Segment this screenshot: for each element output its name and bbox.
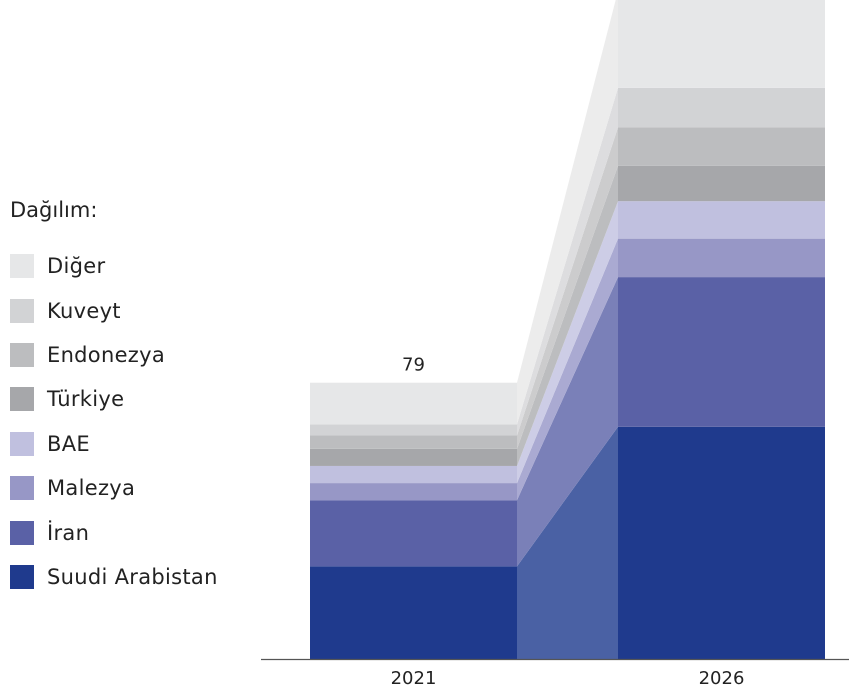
bar-diger-2026	[618, 0, 825, 88]
legend-label: BAE	[47, 431, 90, 456]
legend-swatch	[10, 342, 34, 367]
legend-label: Malezya	[47, 476, 136, 501]
band-diger	[517, 0, 618, 425]
bar-suudi-arabistan-2026	[618, 426, 825, 659]
bar-iran-2026	[618, 277, 825, 427]
legend-swatch	[10, 298, 34, 323]
legend-item-kuveyt: Kuveyt	[10, 288, 218, 332]
legend-label: Diğer	[47, 254, 106, 279]
bar-kuveyt-2021	[310, 424, 517, 436]
legend-label: İran	[47, 520, 90, 545]
legend-label: Kuveyt	[47, 298, 121, 323]
band-iran	[517, 277, 618, 567]
legend-swatch	[10, 387, 34, 412]
bar-diger-2021	[310, 382, 517, 425]
band-suudi-arabistan	[517, 426, 618, 659]
legend-swatch	[10, 431, 34, 456]
legend-label: Türkiye	[47, 387, 125, 412]
bar-iran-2021	[310, 500, 517, 567]
total-label-2021: 79	[402, 355, 425, 376]
x-tick-label-2026: 2026	[699, 668, 745, 689]
band-malezya	[517, 238, 618, 501]
legend-swatch	[10, 564, 34, 589]
bar-endonezya-2021	[310, 435, 517, 449]
legend-item-turkiye: Türkiye	[10, 377, 218, 421]
bar-turkiye-2026	[618, 165, 825, 202]
legend-item-diger: Diğer	[10, 244, 218, 288]
band-turkiye	[517, 165, 618, 466]
legend-item-endonezya: Endonezya	[10, 333, 218, 377]
legend-item-bae: BAE	[10, 422, 218, 466]
bar-kuveyt-2026	[618, 87, 825, 128]
bar-suudi-arabistan-2021	[310, 566, 517, 659]
legend-item-malezya: Malezya	[10, 466, 218, 510]
bar-turkiye-2021	[310, 448, 517, 466]
band-endonezya	[517, 127, 618, 449]
legend-swatch	[10, 254, 34, 279]
legend-item-suudi-arabistan: Suudi Arabistan	[10, 555, 218, 599]
x-tick-label-2021: 2021	[391, 668, 437, 689]
legend-item-iran: İran	[10, 510, 218, 554]
legend-swatch	[10, 476, 34, 501]
bar-bae-2021	[310, 465, 517, 484]
bar-malezya-2026	[618, 238, 825, 278]
legend-label: Endonezya	[47, 342, 166, 367]
bar-endonezya-2026	[618, 127, 825, 166]
bar-malezya-2021	[310, 483, 517, 501]
band-kuveyt	[517, 87, 618, 436]
band-bae	[517, 201, 618, 484]
legend-title: Dağılım:	[10, 198, 98, 222]
legend: Dağılım: Diğer Kuveyt Endonezya Türkiye BAE M…	[10, 198, 218, 599]
bar-bae-2026	[618, 201, 825, 239]
legend-items: Diğer Kuveyt Endonezya Türkiye BAE Malezya İra…	[10, 244, 218, 599]
legend-swatch	[10, 520, 34, 545]
legend-label: Suudi Arabistan	[47, 564, 218, 589]
